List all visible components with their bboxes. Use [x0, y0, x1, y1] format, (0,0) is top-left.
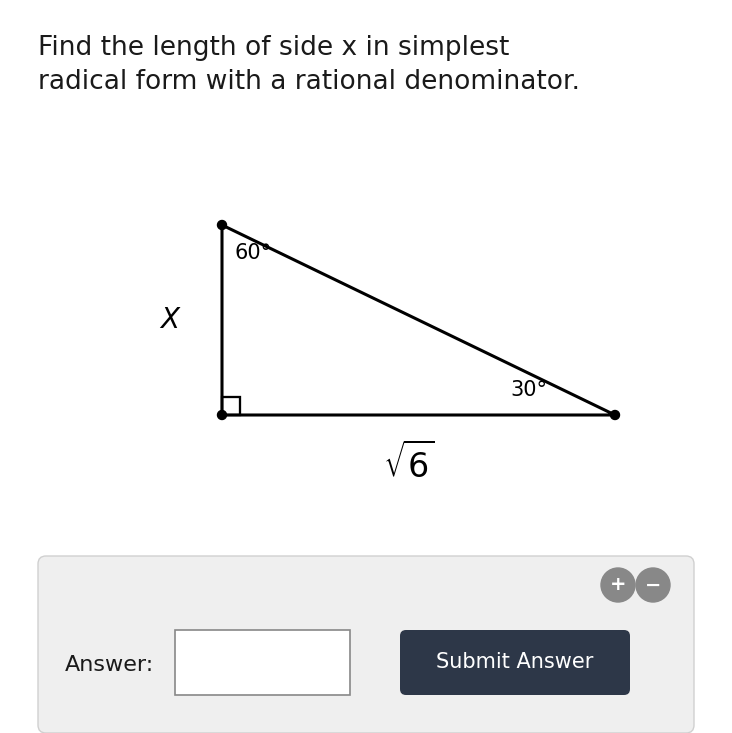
- Circle shape: [601, 568, 635, 602]
- Text: 60°: 60°: [234, 243, 271, 263]
- Text: X: X: [160, 306, 179, 334]
- Circle shape: [610, 410, 619, 419]
- Text: 30°: 30°: [510, 380, 547, 400]
- Text: −: −: [645, 575, 661, 594]
- Text: +: +: [610, 575, 627, 594]
- Text: Submit Answer: Submit Answer: [436, 652, 594, 672]
- Text: Answer:: Answer:: [65, 655, 154, 675]
- Circle shape: [217, 410, 226, 419]
- FancyBboxPatch shape: [400, 630, 630, 695]
- Circle shape: [217, 221, 226, 229]
- Bar: [175, 630, 350, 695]
- Bar: [222, 397, 240, 415]
- Text: $\sqrt{6}$: $\sqrt{6}$: [383, 443, 434, 485]
- FancyBboxPatch shape: [38, 556, 694, 733]
- Text: Find the length of side x in simplest
radical form with a rational denominator.: Find the length of side x in simplest ra…: [38, 35, 580, 95]
- Circle shape: [636, 568, 670, 602]
